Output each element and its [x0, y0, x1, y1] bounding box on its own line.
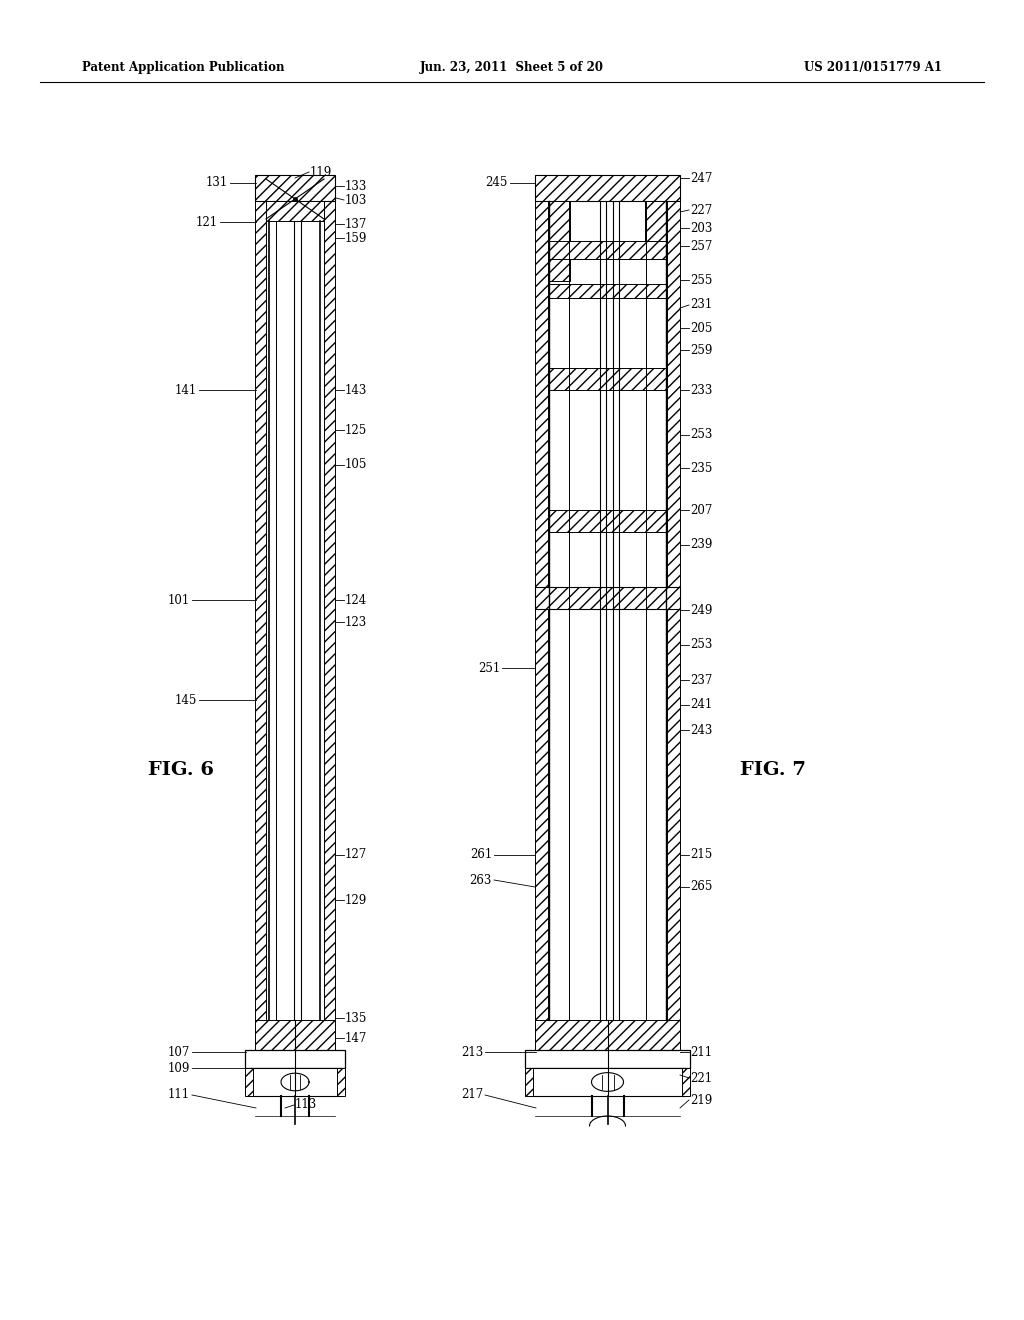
Bar — [249, 1068, 341, 1096]
Text: 221: 221 — [690, 1072, 712, 1085]
Bar — [535, 1020, 680, 1049]
Text: 111: 111 — [168, 1089, 190, 1101]
Bar — [525, 1068, 534, 1096]
Text: 107: 107 — [168, 1045, 190, 1059]
Text: 245: 245 — [485, 177, 508, 190]
Text: 259: 259 — [690, 343, 713, 356]
Text: 101: 101 — [168, 594, 190, 606]
Bar — [548, 510, 667, 532]
Text: 129: 129 — [345, 894, 368, 907]
Text: 255: 255 — [690, 273, 713, 286]
Text: 103: 103 — [345, 194, 368, 206]
Text: 243: 243 — [690, 723, 713, 737]
Text: 261: 261 — [470, 849, 492, 862]
Text: 233: 233 — [690, 384, 713, 396]
Text: 143: 143 — [345, 384, 368, 396]
Text: 127: 127 — [345, 849, 368, 862]
Text: 265: 265 — [690, 880, 713, 894]
Text: 249: 249 — [690, 603, 713, 616]
Text: 203: 203 — [690, 222, 713, 235]
Text: 113: 113 — [295, 1098, 317, 1111]
Text: FIG. 7: FIG. 7 — [740, 762, 806, 779]
Text: 145: 145 — [175, 693, 197, 706]
Text: 239: 239 — [690, 539, 713, 552]
Bar — [337, 1068, 345, 1096]
Bar — [529, 1068, 686, 1096]
Text: 263: 263 — [470, 874, 492, 887]
Text: 131: 131 — [206, 177, 228, 190]
Text: 207: 207 — [690, 503, 713, 516]
Bar — [548, 201, 570, 281]
Text: 133: 133 — [345, 180, 368, 193]
Bar — [245, 1049, 345, 1068]
Text: 211: 211 — [690, 1045, 712, 1059]
Bar — [525, 1049, 690, 1068]
Text: 159: 159 — [345, 231, 368, 244]
Text: 125: 125 — [345, 424, 368, 437]
Text: 251: 251 — [478, 661, 500, 675]
Bar — [645, 201, 667, 242]
Text: 213: 213 — [461, 1045, 483, 1059]
Bar — [682, 1068, 690, 1096]
Text: 231: 231 — [690, 298, 713, 312]
Bar — [255, 1020, 335, 1049]
Text: 109: 109 — [168, 1061, 190, 1074]
Text: Jun. 23, 2011  Sheet 5 of 20: Jun. 23, 2011 Sheet 5 of 20 — [420, 62, 604, 74]
Text: US 2011/0151779 A1: US 2011/0151779 A1 — [804, 62, 942, 74]
Bar — [324, 201, 335, 1041]
Text: 241: 241 — [690, 698, 713, 711]
Bar — [535, 176, 680, 201]
Text: 257: 257 — [690, 239, 713, 252]
Text: 147: 147 — [345, 1031, 368, 1044]
Bar — [667, 201, 680, 1041]
Text: 137: 137 — [345, 218, 368, 231]
Text: Patent Application Publication: Patent Application Publication — [82, 62, 285, 74]
Text: 124: 124 — [345, 594, 368, 606]
Text: 253: 253 — [690, 639, 713, 652]
Bar — [548, 284, 667, 298]
Bar — [255, 201, 266, 1041]
Text: 121: 121 — [196, 215, 218, 228]
Bar — [266, 201, 324, 220]
Text: 253: 253 — [690, 429, 713, 441]
Text: 215: 215 — [690, 849, 713, 862]
Text: 141: 141 — [175, 384, 197, 396]
Text: 219: 219 — [690, 1093, 713, 1106]
Text: 123: 123 — [345, 615, 368, 628]
Text: 235: 235 — [690, 462, 713, 474]
Bar — [548, 242, 667, 259]
Text: 247: 247 — [690, 172, 713, 185]
Bar — [255, 176, 335, 201]
Text: 135: 135 — [345, 1011, 368, 1024]
Text: 227: 227 — [690, 203, 713, 216]
Text: 205: 205 — [690, 322, 713, 334]
Bar — [245, 1068, 253, 1096]
Bar — [535, 201, 548, 1041]
Bar — [535, 587, 680, 609]
Text: 237: 237 — [690, 673, 713, 686]
Text: 119: 119 — [310, 165, 332, 178]
Bar — [548, 368, 667, 389]
Text: FIG. 6: FIG. 6 — [148, 762, 214, 779]
Text: 217: 217 — [461, 1089, 483, 1101]
Text: 105: 105 — [345, 458, 368, 471]
